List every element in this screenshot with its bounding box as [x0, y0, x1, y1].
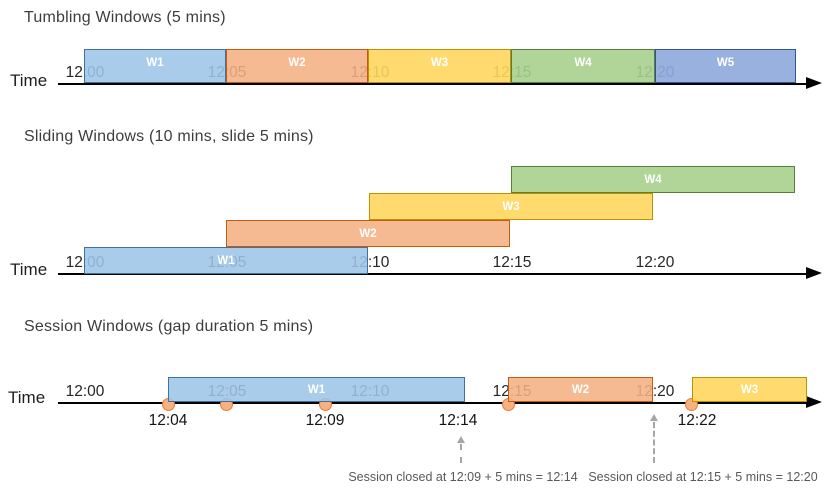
- window-box-w3: W3: [368, 49, 511, 83]
- event-time-label: 12:14: [438, 412, 478, 429]
- window-box-w1: W1: [168, 377, 465, 402]
- session-close-annotation: Session closed at 12:09 + 5 mins = 12:14: [348, 470, 578, 484]
- timeline-arrowhead-icon: [806, 267, 822, 279]
- window-label: W2: [359, 227, 377, 240]
- session-close-arrow: [460, 444, 462, 463]
- window-label: W5: [716, 57, 735, 69]
- window-box-w1: W1: [84, 49, 226, 83]
- window-label: W3: [502, 200, 520, 213]
- session-close-arrow: [653, 422, 655, 463]
- time-axis-label: Time: [10, 260, 48, 279]
- window-box-w1: W1: [84, 247, 368, 274]
- timeline-arrowhead-icon: [806, 396, 822, 408]
- timeline-axis: [58, 83, 810, 85]
- tick-label: 12:00: [65, 383, 105, 400]
- window-box-w2: W2: [226, 220, 510, 247]
- tick-label: 12:15: [492, 254, 532, 271]
- session-close-arrowhead-icon: [650, 414, 658, 421]
- window-box-w2: W2: [508, 377, 653, 402]
- tick-label: 12:20: [635, 254, 675, 271]
- sliding-title: Sliding Windows (10 mins, slide 5 mins): [24, 128, 314, 145]
- session-close-annotation: Session closed at 12:15 + 5 mins = 12:20: [588, 470, 818, 484]
- window-label: W3: [740, 383, 759, 396]
- window-box-w3: W3: [369, 193, 653, 220]
- time-axis-label: Time: [10, 71, 48, 90]
- window-box-w5: W5: [655, 49, 796, 83]
- event-time-label: 12:22: [677, 412, 717, 429]
- window-box-w4: W4: [511, 166, 795, 193]
- window-label: W1: [307, 383, 326, 396]
- window-label: W4: [644, 173, 662, 186]
- session-close-arrowhead-icon: [457, 436, 465, 443]
- event-time-label: 12:04: [148, 412, 188, 429]
- tumbling-title: Tumbling Windows (5 mins): [24, 9, 226, 26]
- window-label: W4: [574, 57, 592, 69]
- time-axis-label: Time: [8, 388, 46, 407]
- window-label: W1: [146, 57, 164, 69]
- window-label: W3: [430, 57, 449, 69]
- window-label: W1: [217, 254, 235, 267]
- window-box-w2: W2: [226, 49, 368, 83]
- timeline-arrowhead-icon: [806, 77, 822, 89]
- session-title: Session Windows (gap duration 5 mins): [24, 318, 314, 335]
- timeline-axis: [58, 273, 810, 275]
- timeline-axis: [58, 402, 810, 404]
- event-time-label: 12:09: [305, 412, 345, 429]
- window-box-w4: W4: [511, 49, 655, 83]
- window-label: W2: [288, 57, 306, 69]
- window-box-w3: W3: [692, 377, 807, 402]
- window-label: W2: [571, 383, 590, 396]
